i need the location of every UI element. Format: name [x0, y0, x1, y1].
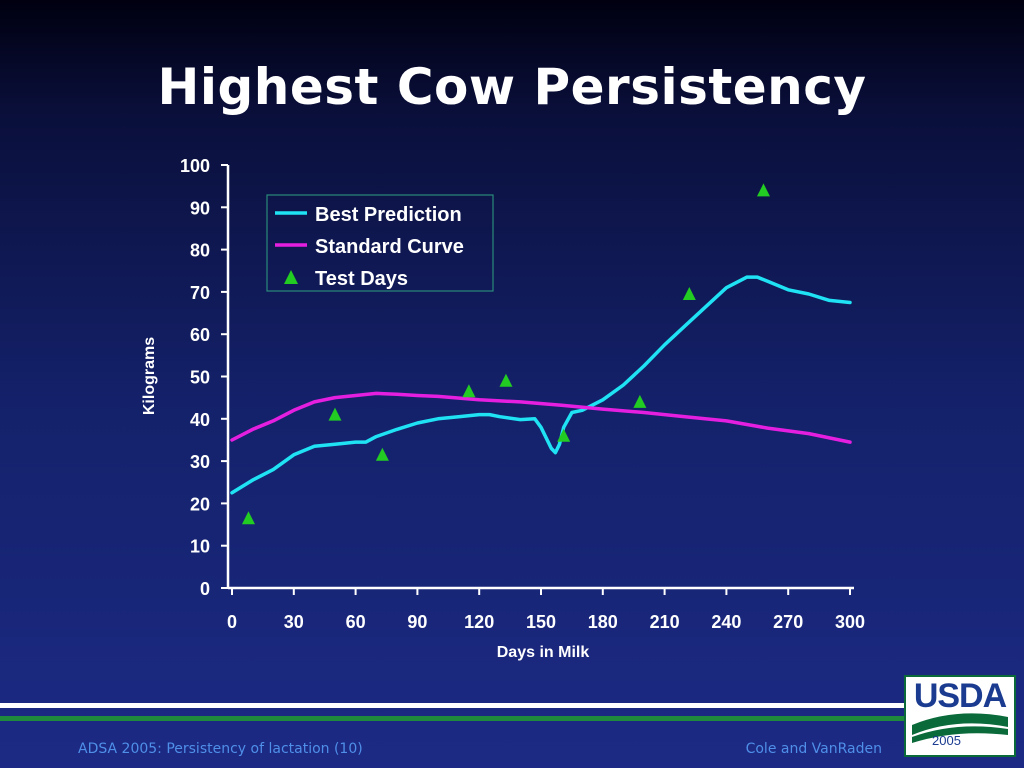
legend-label-best-prediction: Best Prediction — [315, 204, 462, 226]
x-tick-label: 150 — [526, 612, 556, 632]
series-line-best-prediction — [230, 275, 852, 495]
x-tick-label: 90 — [407, 612, 427, 632]
y-tick-label: 0 — [200, 579, 210, 599]
x-tick-label: 30 — [284, 612, 304, 632]
usda-logo-text: USDA — [913, 677, 1007, 715]
legend-frame — [266, 194, 494, 292]
legend-swatch-test-days — [284, 270, 298, 284]
series-layer — [230, 183, 852, 525]
y-tick-label: 90 — [190, 198, 210, 218]
x-tick-label: 300 — [835, 612, 865, 632]
footer-rule-green — [0, 716, 904, 721]
x-tick-label: 240 — [711, 612, 741, 632]
y-tick-label: 60 — [190, 325, 210, 345]
x-tick-label: 120 — [464, 612, 494, 632]
y-tick-label: 70 — [190, 283, 210, 303]
x-axis-title: Days in Milk — [497, 644, 590, 661]
test-day-marker — [328, 407, 342, 421]
y-tick-label: 20 — [190, 494, 210, 514]
legend-label-test-days: Test Days — [315, 268, 408, 290]
x-tick-label: 270 — [773, 612, 803, 632]
y-tick-label: 40 — [190, 410, 210, 430]
test-day-marker — [375, 447, 389, 461]
y-tick-label: 10 — [190, 537, 210, 557]
footer-presentation: ADSA 2005: Persistency of lactation (10) — [78, 741, 363, 757]
test-day-marker — [682, 287, 696, 301]
y-axis: 0 10 20 30 40 50 60 70 80 90 100 — [180, 156, 230, 599]
slide-title: Highest Cow Persistency — [157, 58, 867, 116]
legend-label-standard-curve: Standard Curve — [315, 236, 464, 258]
y-tick-label: 50 — [190, 368, 210, 388]
logo-year: 2005 — [932, 733, 961, 748]
y-axis-title: Kilograms — [141, 337, 158, 415]
x-tick-label: 0 — [227, 612, 237, 632]
x-tick-label: 180 — [588, 612, 618, 632]
y-tick-label: 80 — [190, 241, 210, 261]
test-day-marker — [462, 384, 476, 398]
test-day-marker — [241, 511, 255, 525]
test-day-marker — [756, 183, 770, 197]
series-line-standard-curve — [230, 391, 852, 444]
footer-authors: Cole and VanRaden — [745, 741, 882, 757]
test-day-marker — [499, 373, 513, 387]
test-day-marker — [557, 428, 571, 442]
chart: 0 10 20 30 40 50 60 70 80 90 100 0 30 60 90 120 150 180 2… — [141, 156, 865, 661]
y-tick-label: 100 — [180, 156, 210, 176]
test-day-marker — [633, 394, 647, 408]
x-axis: 0 30 60 90 120 150 180 210 240 270 300 — [227, 586, 865, 632]
footer-rule-white — [0, 703, 904, 708]
x-tick-label: 210 — [650, 612, 680, 632]
usda-logo-swoosh — [912, 713, 1008, 743]
y-tick-label: 30 — [190, 452, 210, 472]
usda-logo: USDA 2005 — [904, 675, 1016, 757]
legend: Best Prediction Standard Curve Test Days — [266, 194, 494, 292]
x-tick-label: 60 — [346, 612, 366, 632]
